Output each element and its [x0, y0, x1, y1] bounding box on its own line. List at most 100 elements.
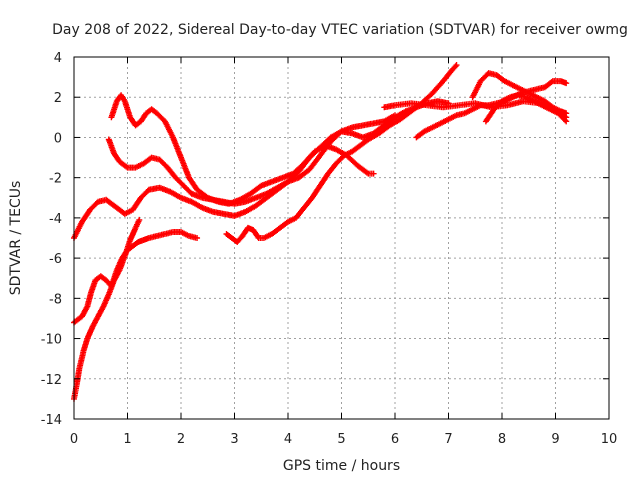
data-point-marker	[136, 216, 143, 223]
y-tick-label: -2	[49, 172, 62, 187]
y-tick-label: -14	[41, 413, 62, 428]
data-point-marker	[472, 100, 493, 110]
y-tick-labels: 4 2 0 -2 -4 -6 -8 -10 -12 -14	[41, 51, 62, 428]
data-point-marker	[121, 238, 133, 260]
data-point-marker	[301, 196, 315, 211]
data-point-marker	[413, 129, 427, 141]
data-point-marker	[440, 69, 454, 85]
data-point-marker	[445, 113, 458, 123]
data-point-marker	[132, 218, 142, 231]
data-point-marker	[89, 314, 101, 330]
data-point-marker	[421, 125, 434, 135]
data-point-marker	[186, 174, 200, 192]
data-point-marker	[116, 158, 130, 170]
data-point-marker	[306, 154, 322, 173]
data-point-marker	[370, 170, 377, 177]
data-point-marker	[552, 108, 568, 120]
data-point-marker	[327, 129, 344, 145]
data-point-marker	[359, 120, 376, 129]
x-tick-label: 2	[177, 432, 185, 447]
data-point-marker	[370, 123, 386, 137]
data-point-marker	[541, 98, 555, 110]
data-point-marker	[392, 100, 413, 109]
data-point-marker	[79, 304, 90, 320]
data-point-marker	[499, 95, 512, 105]
data-point-marker	[236, 191, 252, 203]
data-point-marker	[295, 167, 312, 181]
y-tick-label: -10	[41, 333, 62, 348]
y-axis-title: SDTVAR / TECUs	[8, 181, 24, 296]
data-point-marker	[493, 72, 507, 84]
data-point-marker	[97, 273, 108, 283]
data-point-marker	[260, 231, 274, 241]
data-point-marker	[301, 149, 317, 167]
data-point-marker	[290, 161, 306, 177]
data-point-marker	[242, 203, 258, 215]
data-point-marker	[132, 161, 145, 171]
data-point-marker	[268, 225, 282, 237]
data-point-marker	[103, 196, 114, 206]
data-series-6	[223, 62, 460, 245]
data-point-marker	[285, 215, 298, 225]
data-point-marker	[79, 208, 93, 225]
data-point-marker	[71, 383, 80, 402]
data-point-marker	[563, 80, 570, 87]
data-point-marker	[156, 156, 170, 170]
data-point-marker	[167, 188, 183, 200]
data-point-marker	[509, 82, 523, 92]
data-point-marker	[172, 174, 186, 188]
data-point-marker	[376, 123, 392, 137]
data-point-marker	[357, 137, 370, 149]
y-tick-label: -8	[49, 292, 62, 307]
data-point-marker	[333, 153, 346, 167]
data-point-marker	[178, 229, 191, 239]
data-point-marker	[536, 100, 557, 114]
x-tick-label: 0	[70, 432, 78, 447]
data-point-marker	[194, 186, 210, 200]
data-point-marker	[429, 79, 445, 97]
data-point-marker	[95, 304, 106, 320]
data-point-marker	[274, 179, 290, 191]
data-point-marker	[234, 234, 245, 245]
x-tick-label: 6	[391, 432, 399, 447]
data-point-marker	[448, 63, 459, 75]
data-point-marker	[121, 98, 133, 119]
data-point-marker	[469, 79, 483, 101]
chart-title: Day 208 of 2022, Sidereal Day-to-day VTE…	[52, 22, 628, 38]
data-point-marker	[129, 240, 140, 249]
y-tick-label: -4	[49, 212, 62, 227]
data-point-marker	[349, 130, 365, 140]
data-point-marker	[349, 143, 362, 155]
data-point-marker	[277, 219, 290, 231]
data-point-marker	[255, 235, 266, 241]
data-point-marker	[111, 150, 122, 164]
axis-ticks	[73, 56, 610, 420]
data-point-marker	[365, 170, 375, 177]
data-point-marker	[137, 187, 151, 201]
data-point-marker	[434, 98, 450, 106]
data-point-marker	[108, 99, 120, 121]
data-point-marker	[129, 196, 143, 213]
y-tick-label: 4	[54, 51, 62, 66]
data-series-8	[469, 70, 570, 117]
x-tick-labels: 0 1 2 3 4 5 6 7 8 9 10	[70, 432, 617, 447]
x-tick-label: 8	[498, 432, 506, 447]
data-series-2	[105, 112, 398, 207]
data-point-marker	[541, 79, 555, 91]
data-point-marker	[194, 235, 201, 241]
x-tick-label: 3	[230, 432, 238, 447]
y-tick-label: -12	[41, 373, 62, 388]
data-point-marker	[325, 161, 339, 177]
data-point-marker	[482, 107, 497, 125]
data-point-marker	[429, 121, 442, 131]
data-point-marker	[118, 92, 127, 103]
data-point-marker	[461, 107, 474, 117]
data-point-marker	[148, 106, 159, 116]
data-point-marker	[386, 117, 402, 129]
data-point-marker	[132, 119, 143, 129]
data-point-marker	[188, 198, 204, 210]
data-point-marker	[153, 110, 167, 124]
x-tick-label: 1	[123, 432, 131, 447]
data-point-marker	[533, 94, 547, 104]
